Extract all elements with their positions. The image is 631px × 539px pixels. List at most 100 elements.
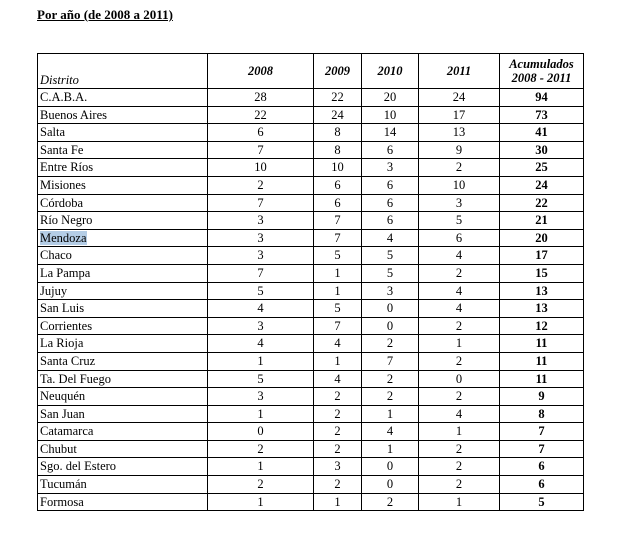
cell-2010: 5	[361, 246, 419, 265]
table-row: Sgo. del Estero 1 3 0 2 6	[37, 457, 584, 477]
cell-2011: 2	[418, 263, 500, 283]
district-name: Jujuy	[40, 283, 68, 298]
cell-district: Córdoba	[37, 193, 208, 213]
table-row: Misiones 2 6 6 10 24	[37, 175, 584, 195]
district-name: Sgo. del Estero	[40, 459, 117, 474]
cell-2009: 7	[313, 316, 362, 336]
cell-2011: 24	[418, 88, 500, 107]
cell-2008: 0	[207, 422, 314, 441]
cell-district: Neuquén	[37, 387, 208, 406]
cell-2008: 22	[207, 105, 314, 125]
district-name: Santa Cruz	[40, 353, 96, 368]
cell-accumulated: 30	[499, 140, 584, 160]
cell-2008: 1	[207, 492, 314, 512]
cell-district: La Pampa	[37, 263, 208, 283]
district-name: Santa Fe	[40, 142, 84, 157]
cell-accumulated: 11	[499, 334, 584, 353]
cell-district: Santa Cruz	[37, 351, 208, 371]
cell-2009: 8	[313, 140, 362, 160]
cell-2010: 5	[361, 263, 419, 283]
cell-2010: 2	[361, 492, 419, 512]
cell-2011: 3	[418, 193, 500, 213]
cell-2009: 7	[313, 228, 362, 248]
cell-2009: 2	[313, 422, 362, 441]
district-name: Buenos Aires	[40, 107, 108, 122]
cell-accumulated: 94	[499, 88, 584, 107]
cell-2008: 1	[207, 351, 314, 371]
cell-2009: 6	[313, 175, 362, 195]
cell-district: Mendoza	[37, 228, 208, 248]
district-name: San Juan	[40, 406, 85, 421]
cell-2011: 2	[418, 351, 500, 371]
cell-2008: 4	[207, 334, 314, 353]
table-heading: Por año (de 2008 a 2011)	[37, 7, 173, 22]
cell-district: Tucumán	[37, 475, 208, 494]
table-body: C.A.B.A. 28 22 20 24 94 Buenos Aires 22 24 10 17 73…	[37, 88, 584, 512]
cell-accumulated: 13	[499, 299, 584, 318]
cell-2010: 4	[361, 422, 419, 441]
cell-2008: 2	[207, 175, 314, 195]
district-name: Misiones	[40, 177, 86, 192]
district-name: C.A.B.A.	[40, 90, 88, 104]
district-name: Formosa	[40, 494, 84, 509]
cell-2010: 1	[361, 404, 419, 424]
cell-2009: 2	[313, 404, 362, 424]
cell-2011: 2	[418, 439, 500, 459]
cell-district: Chubut	[37, 439, 208, 459]
cell-2008: 6	[207, 123, 314, 142]
district-name: La Rioja	[40, 336, 84, 351]
cell-accumulated: 7	[499, 439, 584, 459]
cell-2011: 1	[418, 422, 500, 441]
cell-2009: 10	[313, 158, 362, 177]
cell-district: Corrientes	[37, 316, 208, 336]
cell-2010: 3	[361, 281, 419, 301]
table-row: Salta 6 8 14 13 41	[37, 123, 584, 142]
district-name: Catamarca	[40, 424, 94, 439]
cell-2008: 2	[207, 439, 314, 459]
header-accumulated-line2: 2008 - 2011	[511, 71, 572, 85]
table-row: Córdoba 7 6 6 3 22	[37, 193, 584, 213]
cell-district: Salta	[37, 123, 208, 142]
cell-2011: 2	[418, 316, 500, 336]
district-name: Corrientes	[40, 318, 93, 333]
cell-2010: 0	[361, 316, 419, 336]
cell-2011: 0	[418, 369, 500, 389]
table-row: Buenos Aires 22 24 10 17 73	[37, 105, 584, 125]
table-row: C.A.B.A. 28 22 20 24 94	[37, 88, 584, 107]
cell-accumulated: 12	[499, 316, 584, 336]
table-row: Catamarca 0 2 4 1 7	[37, 422, 584, 441]
cell-2008: 5	[207, 369, 314, 389]
table-row: Jujuy 5 1 3 4 13	[37, 281, 584, 301]
cell-district: Formosa	[37, 492, 208, 512]
cell-accumulated: 5	[499, 492, 584, 512]
cell-2010: 6	[361, 175, 419, 195]
cell-2010: 7	[361, 351, 419, 371]
cell-2008: 7	[207, 263, 314, 283]
cell-2010: 10	[361, 105, 419, 125]
cell-accumulated: 15	[499, 263, 584, 283]
cell-2011: 17	[418, 105, 500, 125]
cell-district: Chaco	[37, 246, 208, 265]
cell-2008: 3	[207, 316, 314, 336]
table-row: Entre Ríos 10 10 3 2 25	[37, 158, 584, 177]
cell-2011: 1	[418, 492, 500, 512]
cell-2008: 1	[207, 457, 314, 477]
district-name: Tucumán	[40, 477, 87, 492]
cell-district: Entre Ríos	[37, 158, 208, 177]
cell-2010: 1	[361, 439, 419, 459]
cell-2011: 13	[418, 123, 500, 142]
table-row: Neuquén 3 2 2 2 9	[37, 387, 584, 406]
cell-2009: 22	[313, 88, 362, 107]
cell-2008: 28	[207, 88, 314, 107]
cell-2011: 9	[418, 140, 500, 160]
cell-accumulated: 8	[499, 404, 584, 424]
district-name-selected: Mendoza	[40, 230, 87, 245]
cell-2011: 2	[418, 457, 500, 477]
cell-accumulated: 7	[499, 422, 584, 441]
cell-2010: 20	[361, 88, 419, 107]
cell-2009: 1	[313, 351, 362, 371]
cell-2008: 1	[207, 404, 314, 424]
cell-2010: 0	[361, 299, 419, 318]
cell-2008: 5	[207, 281, 314, 301]
cell-accumulated: 9	[499, 387, 584, 406]
